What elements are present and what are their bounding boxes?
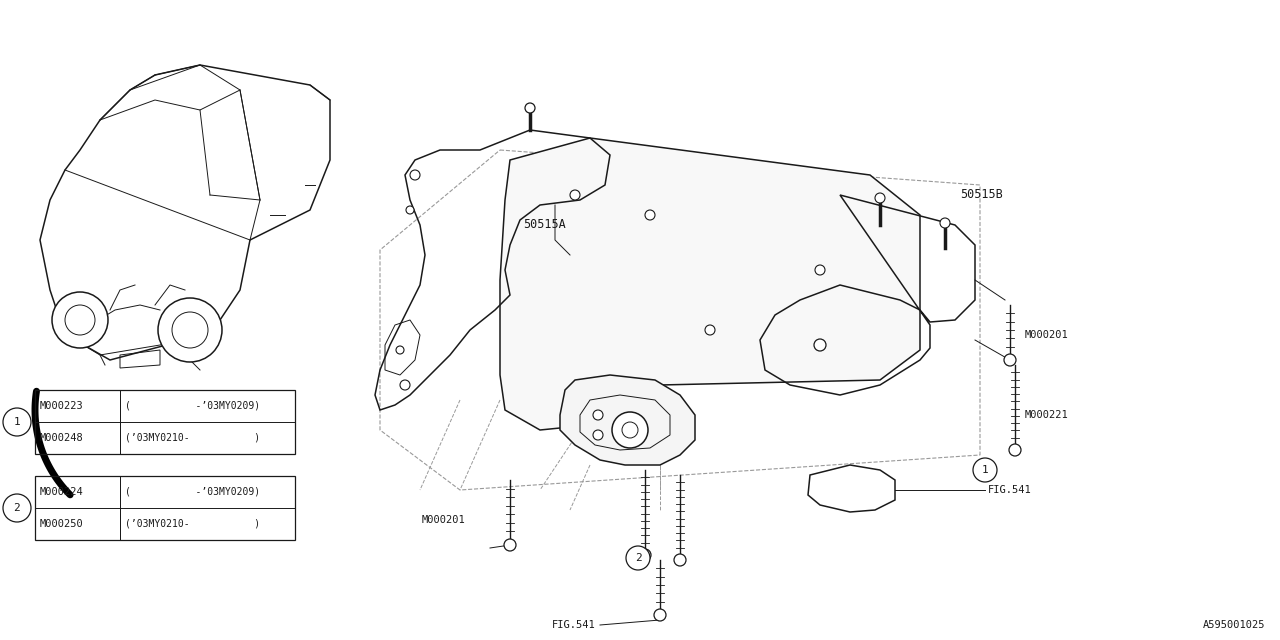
Circle shape bbox=[410, 170, 420, 180]
Text: M000223: M000223 bbox=[40, 401, 83, 411]
Text: M000201: M000201 bbox=[1025, 330, 1069, 340]
Text: 1: 1 bbox=[14, 417, 20, 427]
Circle shape bbox=[612, 412, 648, 448]
Circle shape bbox=[705, 325, 716, 335]
Circle shape bbox=[626, 546, 650, 570]
Text: 50515A: 50515A bbox=[524, 218, 566, 232]
Text: M000224: M000224 bbox=[40, 487, 83, 497]
Circle shape bbox=[814, 339, 826, 351]
Circle shape bbox=[675, 554, 686, 566]
Circle shape bbox=[815, 265, 826, 275]
Circle shape bbox=[639, 549, 652, 561]
Bar bbox=[35, 390, 294, 454]
Polygon shape bbox=[561, 375, 695, 465]
Circle shape bbox=[593, 410, 603, 420]
Circle shape bbox=[504, 539, 516, 551]
Circle shape bbox=[1004, 354, 1016, 366]
Circle shape bbox=[65, 305, 95, 335]
Text: M000201: M000201 bbox=[421, 515, 465, 525]
Circle shape bbox=[399, 380, 410, 390]
Polygon shape bbox=[500, 138, 920, 430]
Text: (           -’03MY0209): ( -’03MY0209) bbox=[125, 487, 260, 497]
Text: FIG.541: FIG.541 bbox=[988, 485, 1032, 495]
Circle shape bbox=[172, 312, 207, 348]
Circle shape bbox=[157, 298, 221, 362]
Bar bbox=[35, 476, 294, 540]
Circle shape bbox=[876, 193, 884, 203]
Text: (’03MY0210-           ): (’03MY0210- ) bbox=[125, 433, 260, 443]
Circle shape bbox=[940, 218, 950, 228]
Circle shape bbox=[3, 494, 31, 522]
Text: (’03MY0210-           ): (’03MY0210- ) bbox=[125, 519, 260, 529]
Circle shape bbox=[593, 430, 603, 440]
Circle shape bbox=[52, 292, 108, 348]
Circle shape bbox=[645, 210, 655, 220]
Circle shape bbox=[396, 346, 404, 354]
Text: 1: 1 bbox=[982, 465, 988, 475]
Text: 2: 2 bbox=[635, 553, 641, 563]
Text: 2: 2 bbox=[14, 503, 20, 513]
Circle shape bbox=[3, 408, 31, 436]
Circle shape bbox=[654, 609, 666, 621]
Circle shape bbox=[973, 458, 997, 482]
Circle shape bbox=[570, 190, 580, 200]
Circle shape bbox=[622, 422, 637, 438]
Text: FIG.541: FIG.541 bbox=[552, 620, 596, 630]
Circle shape bbox=[1009, 444, 1021, 456]
Text: 50515B: 50515B bbox=[960, 189, 1002, 202]
Text: A595001025: A595001025 bbox=[1202, 620, 1265, 630]
Circle shape bbox=[525, 103, 535, 113]
Text: M000221: M000221 bbox=[1025, 410, 1069, 420]
Text: M000248: M000248 bbox=[40, 433, 83, 443]
Text: M000250: M000250 bbox=[40, 519, 83, 529]
Text: (           -’03MY0209): ( -’03MY0209) bbox=[125, 401, 260, 411]
Circle shape bbox=[406, 206, 413, 214]
